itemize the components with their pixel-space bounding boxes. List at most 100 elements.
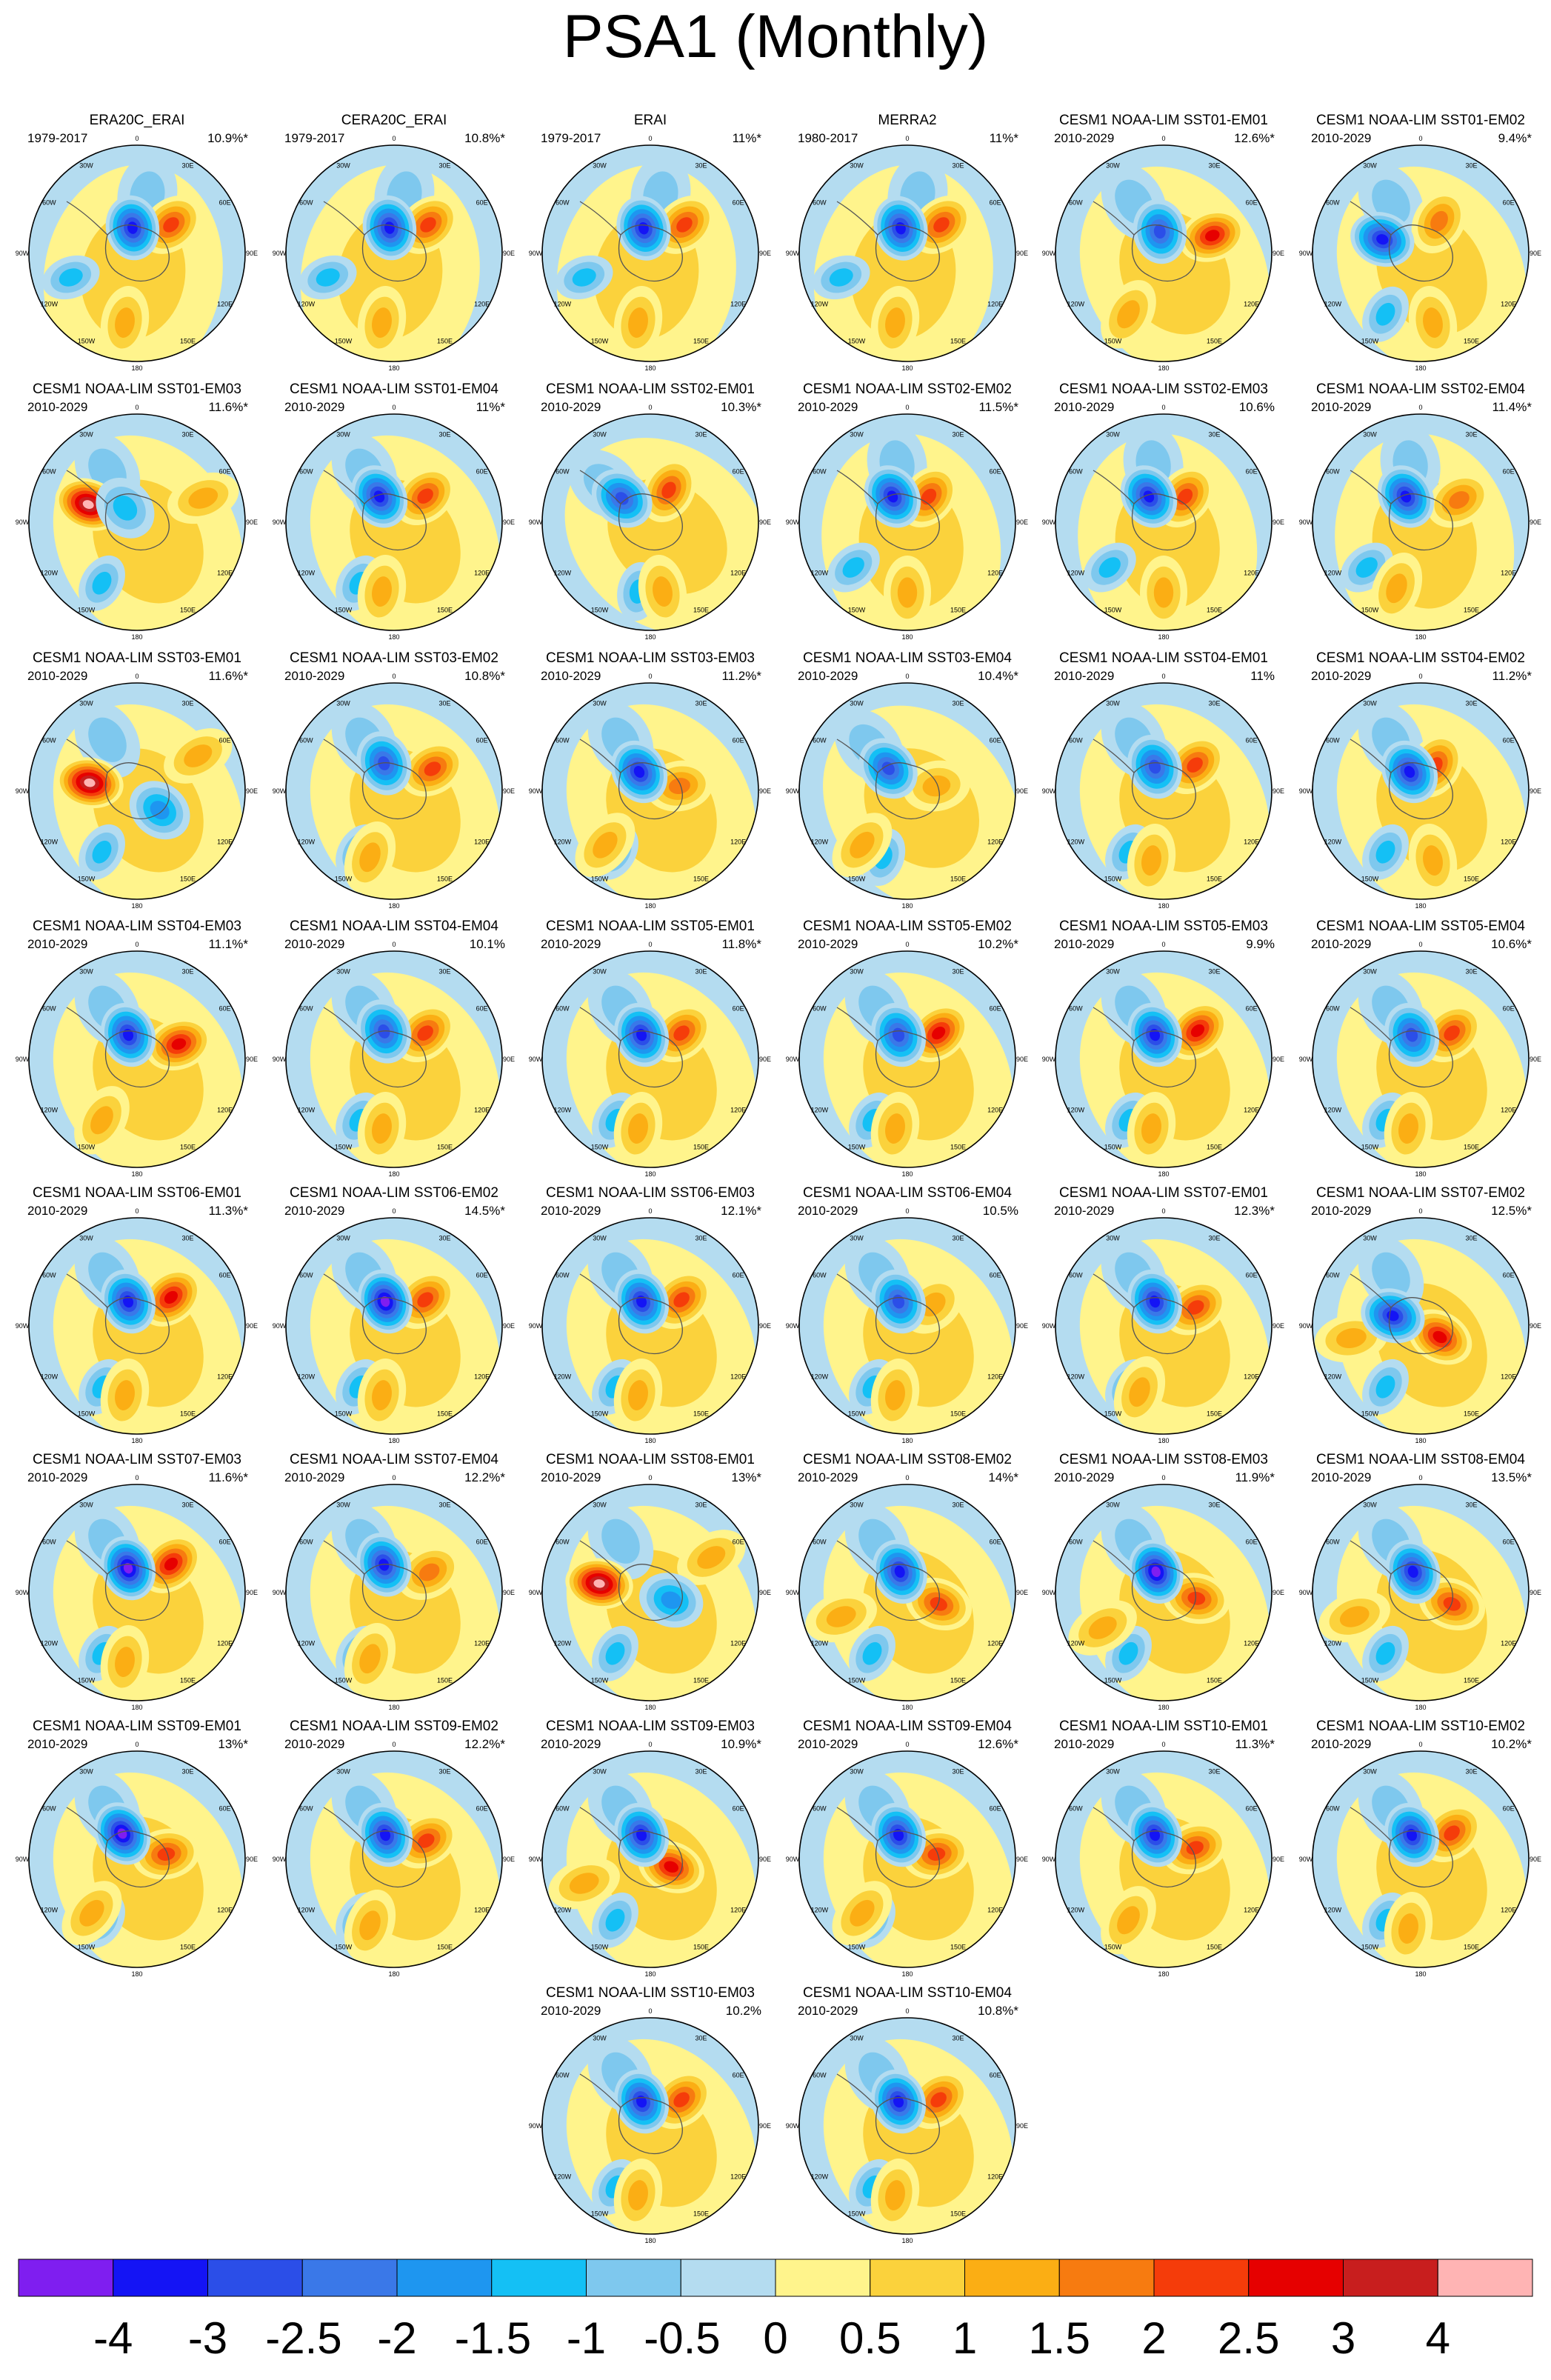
- longitude-label: 150W: [1104, 1944, 1122, 1951]
- contour-fill: [1432, 1330, 1447, 1344]
- longitude-label: 30W: [593, 1767, 607, 1775]
- contour-fill: [922, 775, 951, 797]
- map-field: [29, 951, 245, 1167]
- longitude-label: 150E: [180, 607, 196, 614]
- contour-fill: [82, 500, 94, 509]
- longitude-label: 90W: [1299, 1056, 1313, 1063]
- colorbar-tick-label: 2: [1141, 2313, 1167, 2363]
- colorbar-swatch: [1343, 2259, 1438, 2297]
- panel-period: 2010-2029: [1054, 1470, 1115, 1484]
- longitude-label: 60W: [1326, 199, 1340, 207]
- negative-anomaly: [1127, 1269, 1183, 1334]
- panel-title: CESM1 NOAA-LIM SST10-EM01: [1059, 1719, 1268, 1734]
- longitude-label: 150W: [591, 1944, 609, 1951]
- longitude-label: 60E: [733, 1539, 744, 1546]
- panel-title: CESM1 NOAA-LIM SST02-EM01: [546, 381, 755, 397]
- map-border: [541, 1217, 759, 1435]
- longitude-label: 30E: [438, 1767, 450, 1775]
- wave-lobe: [74, 1086, 130, 1155]
- longitude-label: 60E: [476, 1272, 488, 1279]
- longitude-label: 30W: [79, 967, 93, 975]
- contour-fill: [184, 744, 213, 767]
- negative-anomaly: [610, 740, 668, 804]
- longitude-label: 0: [135, 941, 139, 948]
- map-field: [1312, 1218, 1529, 1434]
- longitude-label: 90E: [759, 1322, 771, 1330]
- map-panel: 0 30E 60E 90E 120E 150E 180 150W 120W 90W 60W 30W CE…: [1038, 381, 1290, 639]
- longitude-label: 120W: [1324, 1107, 1342, 1114]
- colorbar-tick-label: 0: [763, 2313, 788, 2363]
- longitude-label: 90W: [786, 1856, 800, 1863]
- longitude-label: 60E: [219, 1539, 231, 1546]
- longitude-label: 60W: [299, 737, 313, 744]
- map-panel: 0 30E 60E 90E 120E 150E 180 150W 120W 90W 60W 30W CE…: [781, 1719, 1033, 1976]
- contour-fill: [921, 488, 937, 505]
- longitude-label: 150W: [78, 1410, 96, 1418]
- longitude-label: 30W: [79, 430, 93, 438]
- longitude-label: 0: [392, 1207, 396, 1215]
- wave-lobe: [870, 1092, 920, 1166]
- map-border: [798, 1750, 1016, 1968]
- longitude-label: 180: [388, 633, 399, 639]
- longitude-label: 30W: [336, 161, 350, 169]
- longitude-label: 180: [131, 364, 142, 370]
- panel-period: 2010-2029: [27, 1737, 88, 1751]
- polar-map: 0 30E 60E 90E 120E 150E 180 150W 120W 90W 60W 30W: [273, 1474, 515, 1710]
- map-panel: 0 30E 60E 90E 120E 150E 180 150W 120W 90W 60W 30W CE…: [781, 650, 1033, 908]
- coastline: [618, 762, 683, 820]
- map-field: [799, 1751, 1015, 1967]
- longitude-label: 90E: [246, 1589, 258, 1596]
- longitude-label: 60W: [556, 1272, 570, 1279]
- longitude-label: 120E: [1501, 839, 1516, 846]
- contour-fill: [887, 490, 898, 503]
- contour-fill: [1386, 573, 1407, 604]
- contour-fill: [885, 307, 905, 338]
- longitude-label: 180: [388, 1170, 399, 1176]
- longitude-label: 90W: [529, 787, 543, 795]
- longitude-label: 30E: [952, 1767, 964, 1775]
- contour-fill: [163, 217, 179, 233]
- figure-title: PSA1 (Monthly): [562, 3, 989, 70]
- panel-title: MERRA2: [878, 113, 937, 128]
- longitude-label: 30E: [952, 161, 964, 169]
- longitude-label: 120E: [1244, 301, 1259, 308]
- longitude-label: 60W: [813, 2072, 827, 2079]
- contour-fill: [842, 557, 864, 578]
- panel-variance-percent: 11%: [1250, 669, 1275, 683]
- coastline: [875, 2097, 940, 2155]
- contour-fill: [605, 1641, 625, 1665]
- panel-variance-percent: 13.5%*: [1491, 1470, 1532, 1484]
- longitude-label: 0: [648, 2007, 652, 2015]
- longitude-label: 30W: [79, 699, 93, 707]
- coastline: [361, 1297, 427, 1355]
- panel-period: 2010-2029: [798, 669, 858, 683]
- longitude-label: 90W: [273, 250, 287, 257]
- map-panel: 0 30E 60E 90E 120E 150E 180 150W 120W 90W 60W 30W CE…: [1295, 919, 1547, 1176]
- panel-variance-percent: 9.4%*: [1498, 131, 1532, 145]
- longitude-label: 120W: [41, 301, 59, 308]
- wave-lobe: [592, 1625, 638, 1681]
- contour-fill: [1186, 1841, 1204, 1855]
- map-border: [541, 682, 759, 900]
- wave-lobe: [884, 556, 931, 630]
- longitude-label: 60E: [990, 199, 1001, 207]
- contour-fill: [92, 840, 112, 864]
- longitude-label: 120E: [730, 570, 746, 577]
- contour-fill: [1204, 230, 1220, 241]
- negative-anomaly: [873, 196, 928, 261]
- map-border: [285, 1217, 503, 1435]
- panel-variance-percent: 13%*: [731, 1470, 761, 1484]
- longitude-label: 120W: [41, 570, 59, 577]
- longitude-label: 60E: [733, 468, 744, 476]
- panel-title: CESM1 NOAA-LIM SST06-EM02: [290, 1185, 498, 1201]
- map-border: [28, 1484, 246, 1701]
- map-panel: 0 30E 60E 90E 120E 150E 180 150W 120W 90W 60W 30W CE…: [1295, 1185, 1547, 1443]
- longitude-label: 120W: [1324, 301, 1342, 308]
- longitude-label: 0: [648, 135, 652, 142]
- longitude-label: 60E: [990, 1272, 1001, 1279]
- longitude-label: 120E: [987, 2173, 1003, 2181]
- longitude-label: 150E: [1207, 338, 1222, 345]
- longitude-label: 0: [1418, 1474, 1422, 1481]
- longitude-label: 180: [388, 902, 399, 908]
- positive-anomaly: [1411, 189, 1467, 254]
